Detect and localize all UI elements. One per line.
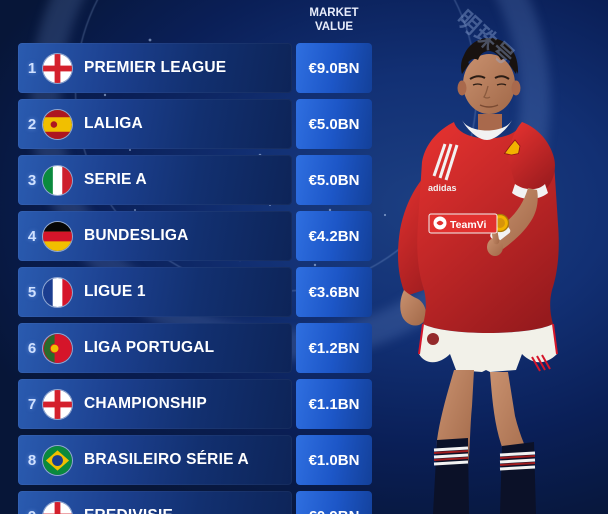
svg-text:TeamVi: TeamVi bbox=[450, 219, 486, 231]
svg-text:adidas: adidas bbox=[428, 183, 457, 193]
